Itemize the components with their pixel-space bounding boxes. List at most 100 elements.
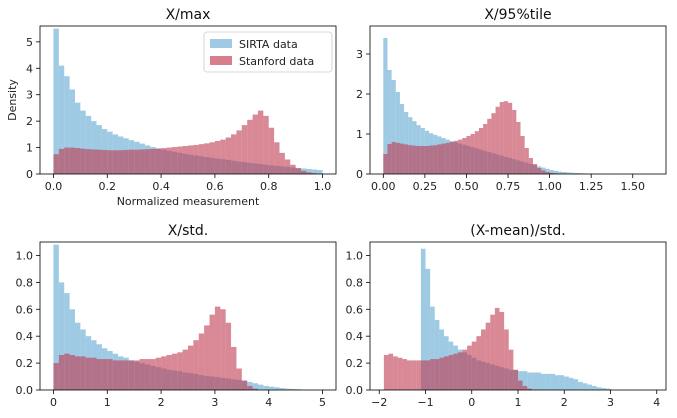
stanford-data-bar [467, 345, 472, 390]
stanford-data-bar [247, 385, 253, 390]
x-tick-label: 0.25 [413, 180, 438, 193]
stanford-data-bar [198, 333, 205, 390]
panel-x-std: 0 1 2 3 4 5 0.0 0.2 0.4 0.6 0.8 1.0 X/std. [16, 223, 337, 409]
stanford-data-bar [53, 154, 59, 174]
stanford-data-bar [411, 360, 417, 390]
stanford-data-bar [96, 359, 102, 390]
stanford-data-bar [481, 329, 486, 390]
panel-x-mean-std: −2 −1 0 1 2 3 4 0.0 0.2 0.4 0.6 0.8 1.0 (X-mean)/std. [346, 223, 667, 409]
stanford-data-bar [295, 168, 302, 174]
stanford-data-bar [150, 148, 156, 174]
stanford-data-bar [74, 356, 81, 390]
sirta-data-bar [383, 38, 388, 174]
sirta-data-bar [545, 168, 550, 174]
stanford-data-bar [512, 110, 517, 174]
stanford-data-bar [495, 106, 500, 174]
stanford-data-bar [383, 355, 389, 390]
sirta-data-bar [64, 76, 70, 174]
panel-title: X/std. [168, 223, 208, 239]
stanford-data-bar [441, 143, 446, 174]
sirta-data-bar [404, 112, 409, 174]
x-tick-label: 1 [104, 396, 111, 409]
sirta-data-legend-swatch [210, 39, 232, 48]
stanford-data-bar [420, 146, 425, 174]
x-tick-label: 0.6 [206, 180, 224, 193]
stanford-data-bar [471, 341, 477, 390]
sirta-data-bar [605, 388, 611, 390]
stanford-data-bar [85, 357, 92, 390]
stanford-data-bar [412, 145, 417, 174]
stanford-data-bar [182, 145, 188, 174]
x-tick-label: 0.0 [45, 180, 63, 193]
stanford-data-bar [457, 352, 463, 390]
y-tick-label: 0 [26, 168, 33, 181]
y-tick-label: 1 [26, 142, 33, 155]
x-tick-label: 0.4 [152, 180, 170, 193]
sirta-data-bar [557, 171, 563, 174]
stanford-data-bar [429, 145, 434, 174]
stanford-data-bar [420, 360, 426, 390]
stanford-data-bar [177, 146, 183, 174]
stanford-data-bar [128, 360, 135, 390]
sirta-data-bar [553, 170, 558, 174]
x-tick-label: 0.00 [371, 180, 396, 193]
stanford-data-bar [393, 356, 398, 390]
stanford-data-bar [439, 357, 444, 390]
stanford-data-bar [453, 140, 459, 174]
stanford-data-bar [527, 388, 532, 390]
y-tick-label: 0.6 [16, 303, 34, 316]
stanford-data-bar [290, 164, 296, 174]
stanford-data-bar [101, 149, 108, 174]
stanford-data-bar [520, 136, 525, 174]
sirta-data-bar [279, 387, 285, 390]
stanford-data-bar [458, 139, 463, 174]
stanford-data-bar [247, 119, 253, 174]
sirta-data-bar [434, 320, 440, 390]
stanford-data-bar [279, 152, 285, 174]
sirta-data-bar [69, 89, 75, 174]
stanford-data-bar [416, 360, 421, 390]
stanford-data-bar [118, 150, 124, 174]
x-tick-label: 1.25 [579, 180, 604, 193]
stanford-data-bar [96, 149, 102, 174]
sirta-data-bar [425, 268, 431, 390]
y-tick-label: 0.6 [346, 303, 364, 316]
sirta-data-bar [311, 169, 318, 174]
x-tick-label: −1 [417, 396, 433, 409]
stanford-data-bar [64, 147, 70, 174]
stanford-data-bar [257, 110, 264, 174]
stanford-data-bar [155, 148, 162, 174]
stanford-data-bar [161, 356, 167, 390]
sirta-data-bar [306, 168, 312, 174]
stanford-data-bar [306, 172, 312, 174]
axes-frame [39, 241, 337, 391]
stanford-data-bar [123, 149, 129, 174]
stanford-data-bar [437, 144, 442, 174]
stanford-data-bar [499, 311, 505, 390]
sirta-data-bar [257, 384, 264, 390]
stanford-data-bar [301, 170, 307, 174]
y-tick-label: 0.4 [346, 330, 364, 343]
stanford-data-bar [532, 164, 538, 174]
stanford-data-bar [74, 148, 81, 174]
stanford-data-bar [193, 144, 199, 174]
sirta-data-bar [574, 173, 579, 174]
stanford-data-bar [134, 149, 140, 174]
sirta-data-bar [399, 104, 405, 174]
stanford-data-bar [453, 353, 458, 390]
stanford-data-bar [182, 349, 188, 390]
stanford-data-bar [231, 346, 237, 390]
stanford-data-bar [144, 149, 151, 174]
sirta-data-bar [85, 115, 92, 174]
stanford-data-bar [383, 154, 388, 174]
stanford-data-bar [91, 149, 97, 174]
sirta-data-bar [578, 381, 583, 390]
sirta-data-bar [252, 383, 258, 390]
panel-title: (X-mean)/std. [470, 223, 565, 239]
sirta-data-bar [64, 293, 70, 390]
stanford-data-bar [541, 170, 546, 174]
sirta-data-bar [420, 248, 426, 390]
x-tick-label: 2 [561, 396, 568, 409]
stanford-data-bar [171, 147, 178, 174]
sirta-data-bar [387, 70, 392, 174]
